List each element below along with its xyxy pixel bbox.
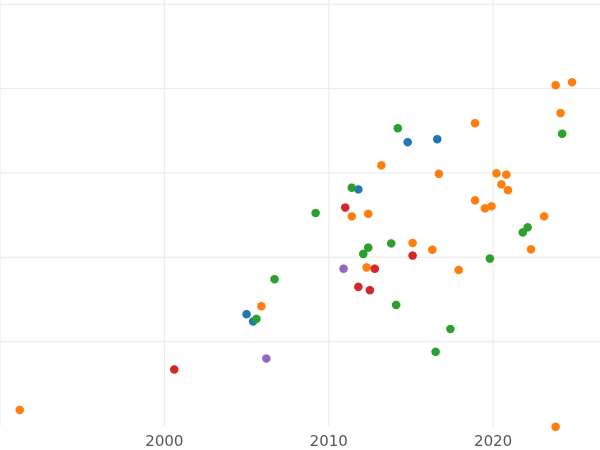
data-point [567, 77, 577, 87]
data-point [408, 238, 417, 248]
data-point [454, 265, 463, 275]
data-point [363, 209, 373, 219]
data-point [262, 354, 271, 363]
data-point [311, 208, 320, 218]
series-3 [169, 203, 417, 374]
data-point [391, 300, 401, 310]
data-point [362, 263, 371, 272]
data-point [556, 108, 565, 118]
x-tick-label: 2010 [310, 432, 348, 450]
ticks-layer: 2000 2010 2020 [145, 432, 512, 450]
data-point [354, 282, 363, 292]
data-point [386, 239, 396, 248]
data-point [257, 301, 266, 311]
data-point [377, 161, 386, 170]
data-point [431, 347, 440, 357]
data-point [497, 180, 506, 189]
data-point [15, 405, 25, 415]
points-layer [15, 77, 577, 432]
data-point [503, 185, 513, 195]
data-point [432, 134, 442, 144]
data-point [551, 80, 560, 90]
data-point [434, 169, 444, 179]
series-2 [252, 123, 567, 357]
data-point [551, 422, 560, 432]
data-point [446, 324, 455, 334]
data-point [270, 274, 279, 284]
data-point [340, 203, 350, 212]
data-point [408, 251, 417, 260]
series-1 [15, 77, 577, 432]
data-point [470, 196, 480, 205]
data-point [557, 129, 567, 139]
x-tick-label: 2020 [474, 432, 512, 450]
data-point [485, 254, 495, 263]
data-point [492, 169, 501, 178]
series-4 [262, 264, 348, 363]
data-point [169, 365, 179, 374]
data-point [502, 170, 511, 179]
data-point [370, 264, 380, 273]
data-point [365, 285, 375, 295]
data-point [347, 212, 357, 221]
data-point [487, 201, 496, 211]
series-0 [242, 134, 442, 326]
data-point [354, 185, 363, 194]
data-point [526, 244, 536, 254]
data-point [393, 123, 403, 133]
data-point [358, 249, 368, 259]
data-point [242, 309, 251, 319]
grid-layer [0, 0, 600, 426]
data-point [363, 243, 373, 252]
data-point [252, 314, 261, 324]
x-tick-label: 2000 [145, 432, 183, 450]
data-point [470, 118, 480, 128]
data-point [347, 183, 357, 192]
data-point [339, 264, 348, 273]
data-point [523, 223, 532, 232]
data-point [428, 245, 437, 254]
data-point [539, 212, 549, 221]
data-point [480, 204, 490, 213]
data-point [403, 137, 412, 147]
